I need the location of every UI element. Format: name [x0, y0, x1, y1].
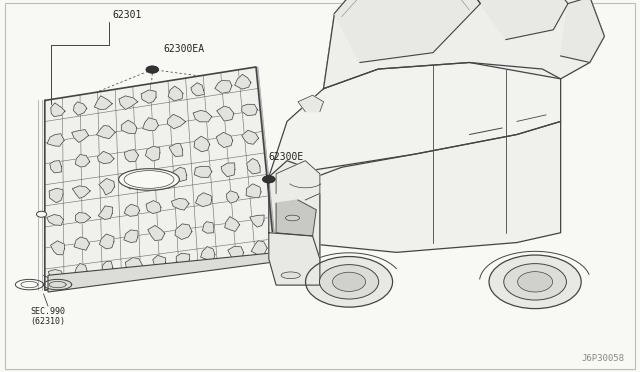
- Polygon shape: [195, 166, 212, 177]
- Polygon shape: [74, 263, 87, 278]
- Polygon shape: [51, 103, 65, 116]
- Polygon shape: [122, 120, 137, 134]
- Circle shape: [504, 264, 566, 300]
- Circle shape: [333, 272, 365, 291]
- Polygon shape: [146, 201, 161, 214]
- Polygon shape: [125, 257, 142, 271]
- Polygon shape: [168, 86, 183, 101]
- Polygon shape: [250, 215, 264, 227]
- Text: 62300E: 62300E: [269, 152, 304, 162]
- Polygon shape: [246, 184, 261, 198]
- Polygon shape: [74, 237, 90, 250]
- Polygon shape: [193, 110, 212, 122]
- Polygon shape: [49, 188, 63, 203]
- Polygon shape: [99, 234, 114, 249]
- Polygon shape: [217, 106, 234, 121]
- Polygon shape: [228, 246, 244, 260]
- Ellipse shape: [118, 169, 179, 190]
- Polygon shape: [216, 132, 233, 148]
- Text: 62300EA: 62300EA: [163, 44, 204, 54]
- Polygon shape: [451, 0, 568, 39]
- Polygon shape: [99, 179, 115, 195]
- Polygon shape: [76, 154, 90, 167]
- Text: J6P30058: J6P30058: [581, 354, 624, 363]
- Polygon shape: [252, 241, 267, 255]
- Polygon shape: [124, 150, 138, 162]
- Polygon shape: [72, 186, 90, 198]
- Polygon shape: [269, 121, 561, 252]
- Polygon shape: [276, 200, 316, 236]
- Polygon shape: [194, 136, 210, 152]
- Polygon shape: [119, 96, 138, 109]
- Polygon shape: [276, 161, 320, 200]
- Ellipse shape: [285, 215, 300, 221]
- Polygon shape: [143, 118, 159, 131]
- Polygon shape: [335, 0, 481, 62]
- Polygon shape: [95, 96, 112, 110]
- Polygon shape: [97, 125, 115, 139]
- Polygon shape: [215, 80, 232, 93]
- Circle shape: [518, 272, 552, 292]
- Polygon shape: [227, 191, 239, 203]
- Polygon shape: [247, 158, 260, 174]
- Text: 62301: 62301: [112, 10, 141, 20]
- Polygon shape: [148, 173, 166, 187]
- Polygon shape: [145, 146, 160, 161]
- Polygon shape: [153, 255, 166, 269]
- Polygon shape: [167, 114, 186, 129]
- Polygon shape: [242, 104, 257, 116]
- Polygon shape: [269, 233, 320, 285]
- Ellipse shape: [124, 171, 174, 188]
- Polygon shape: [169, 143, 183, 157]
- Polygon shape: [48, 253, 272, 292]
- Polygon shape: [191, 83, 205, 96]
- Polygon shape: [225, 217, 239, 231]
- Polygon shape: [148, 225, 165, 241]
- Polygon shape: [323, 0, 604, 89]
- Circle shape: [262, 176, 275, 183]
- Polygon shape: [269, 161, 320, 285]
- Ellipse shape: [281, 272, 300, 279]
- Polygon shape: [102, 261, 113, 274]
- Polygon shape: [196, 193, 212, 207]
- Polygon shape: [50, 161, 61, 173]
- Polygon shape: [48, 270, 63, 280]
- Polygon shape: [141, 90, 156, 103]
- Polygon shape: [47, 134, 64, 146]
- Circle shape: [305, 257, 392, 307]
- Polygon shape: [51, 241, 65, 255]
- Polygon shape: [201, 247, 215, 260]
- Text: SEC.990
(62310): SEC.990 (62310): [31, 307, 65, 326]
- Polygon shape: [47, 215, 63, 225]
- Polygon shape: [45, 67, 275, 290]
- Polygon shape: [122, 176, 139, 189]
- Polygon shape: [172, 198, 189, 210]
- Polygon shape: [97, 151, 114, 164]
- Circle shape: [146, 66, 159, 73]
- Polygon shape: [124, 230, 138, 243]
- Polygon shape: [298, 95, 323, 112]
- Polygon shape: [76, 212, 90, 223]
- Polygon shape: [221, 163, 235, 177]
- Circle shape: [319, 264, 379, 299]
- Polygon shape: [561, 0, 604, 62]
- Polygon shape: [175, 224, 192, 240]
- Polygon shape: [242, 130, 259, 144]
- Polygon shape: [235, 74, 251, 89]
- Polygon shape: [176, 253, 189, 265]
- Circle shape: [36, 211, 47, 217]
- Circle shape: [489, 255, 581, 309]
- Polygon shape: [172, 167, 187, 182]
- Polygon shape: [99, 206, 113, 219]
- Polygon shape: [269, 62, 561, 184]
- Polygon shape: [74, 102, 87, 115]
- Polygon shape: [124, 204, 140, 216]
- Polygon shape: [202, 222, 214, 233]
- Polygon shape: [72, 129, 88, 142]
